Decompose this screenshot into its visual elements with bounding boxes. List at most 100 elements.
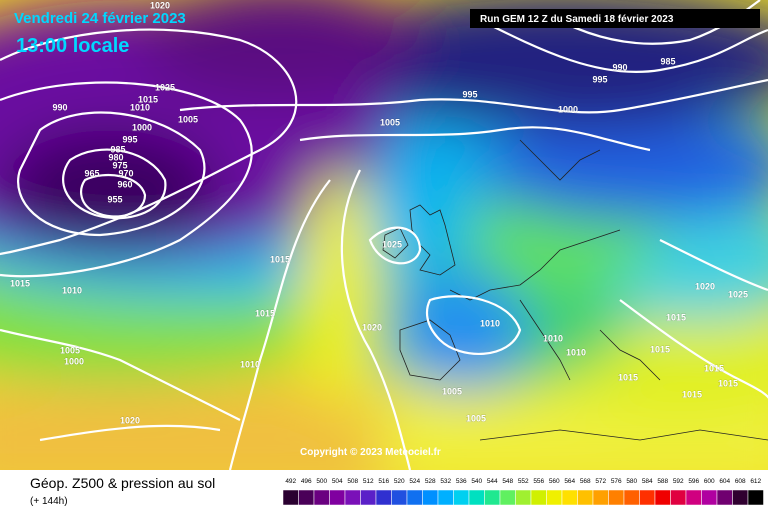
scale-cell: [344, 489, 361, 506]
scale-cell: [608, 489, 625, 506]
isobar-label: 1015: [618, 372, 638, 382]
scale-cell: [530, 489, 547, 506]
isobar-label: 1010: [543, 333, 563, 343]
isobar-label: 970: [118, 168, 133, 178]
scale-label: 596: [688, 478, 699, 485]
isobar-label: 1020: [150, 0, 170, 10]
scale-label: 564: [564, 478, 575, 485]
scale-label: 540: [471, 478, 482, 485]
scale-cell: [375, 489, 392, 506]
isobar-label: 1005: [442, 386, 462, 396]
copyright: Copyright © 2023 Meteociel.fr: [300, 447, 441, 458]
isobar-label: 975: [112, 160, 127, 170]
scale-cell: [654, 489, 671, 506]
scale-cell: [701, 489, 718, 506]
isobar-label: 1025: [728, 289, 748, 299]
forecast-date: Vendredi 24 février 2023: [14, 10, 186, 27]
isobar-label: 1020: [695, 281, 715, 291]
isobar-label: 1005: [466, 413, 486, 423]
isobar-label: 1015: [666, 312, 686, 322]
isobar-label: 1015: [650, 344, 670, 354]
isobar-label: 1005: [380, 117, 400, 127]
isobar-label: 990: [52, 102, 67, 112]
run-box: [470, 9, 760, 28]
scale-label: 572: [595, 478, 606, 485]
scale-label: 576: [611, 478, 622, 485]
scale-cell: [670, 489, 687, 506]
scale-label: 512: [363, 478, 374, 485]
legend-subtitle: (+ 144h): [30, 496, 68, 507]
scale-label: 500: [316, 478, 327, 485]
scale-label: 584: [642, 478, 653, 485]
scale-label: 492: [285, 478, 296, 485]
scale-cell: [561, 489, 578, 506]
scale-cell: [499, 489, 516, 506]
scale-label: 524: [409, 478, 420, 485]
isobar-label: 990: [612, 62, 627, 72]
scale-cell: [468, 489, 485, 506]
scale-label: 556: [533, 478, 544, 485]
isobar-label: 1010: [566, 347, 586, 357]
scale-cell: [592, 489, 609, 506]
isobar-label: 960: [117, 179, 132, 189]
scale-cell: [298, 489, 315, 506]
isobar-label: 1025: [382, 239, 402, 249]
isobar-label: 1000: [64, 356, 84, 366]
scale-label: 544: [487, 478, 498, 485]
isobar-label: 1015: [138, 94, 158, 104]
isobar-label: 1015: [10, 278, 30, 288]
scale-cell: [422, 489, 439, 506]
scale-cell: [391, 489, 408, 506]
isobar-label: 985: [660, 56, 675, 66]
isobar-label: 1015: [682, 389, 702, 399]
isobar-label: 1015: [255, 308, 275, 318]
scale-cell: [732, 489, 749, 506]
isobar-label: 995: [122, 134, 137, 144]
scale-cell: [453, 489, 470, 506]
scale-label: 508: [347, 478, 358, 485]
scale-cell: [546, 489, 563, 506]
scale-cell: [577, 489, 594, 506]
scale-label: 600: [704, 478, 715, 485]
scale-cell: [747, 489, 764, 506]
isobar-label: 1010: [62, 285, 82, 295]
isobar-label: 1005: [60, 345, 80, 355]
isobar-label: 1010: [130, 102, 150, 112]
scale-cell: [360, 489, 377, 506]
isobar-label: 980: [108, 152, 123, 162]
isobar-label: 1015: [704, 363, 724, 373]
scale-label: 612: [750, 478, 761, 485]
scale-label: 516: [378, 478, 389, 485]
field: [0, 0, 768, 470]
isobar-label: 955: [107, 194, 122, 204]
isobar-label: 1005: [178, 114, 198, 124]
isobar-label: 1020: [362, 322, 382, 332]
scale-cell: [623, 489, 640, 506]
scale-label: 520: [394, 478, 405, 485]
scale-label: 568: [580, 478, 591, 485]
isobar-label: 1025: [155, 82, 175, 92]
legend-title: Géop. Z500 & pression au sol: [30, 475, 215, 491]
scale-cell: [515, 489, 532, 506]
isobar-label: 1010: [480, 318, 500, 328]
scale-label: 532: [440, 478, 451, 485]
scale-label: 548: [502, 478, 513, 485]
scale-cell: [484, 489, 501, 506]
scale-cell: [716, 489, 733, 506]
isobar-label: 1010: [240, 359, 260, 369]
isobar-label: 1020: [120, 415, 140, 425]
scale-label: 560: [549, 478, 560, 485]
isobar-label: 1000: [132, 122, 152, 132]
scale-cell: [639, 489, 656, 506]
scale-cell: [282, 489, 299, 506]
isobar-label: 1015: [718, 378, 738, 388]
scale-cell: [313, 489, 330, 506]
run-info: Run GEM 12 Z du Samedi 18 février 2023: [480, 14, 674, 25]
isobar-label: 1000: [558, 104, 578, 114]
scale-label: 496: [301, 478, 312, 485]
scale-label: 580: [626, 478, 637, 485]
scale-label: 536: [456, 478, 467, 485]
forecast-time: 13:00 locale: [16, 35, 129, 57]
